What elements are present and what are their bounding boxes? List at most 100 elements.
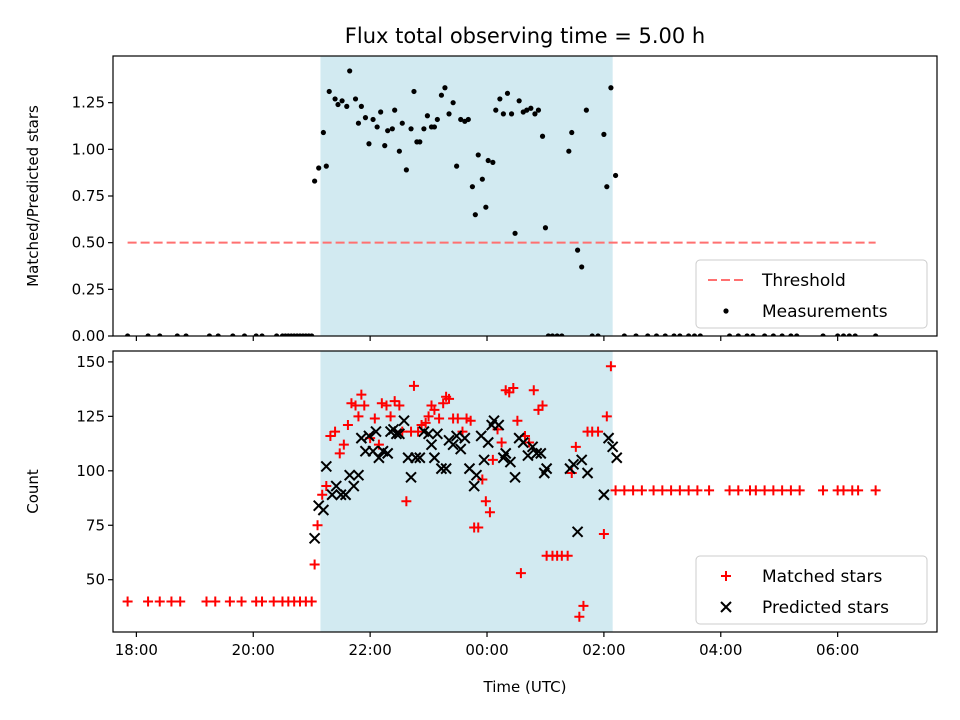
x-tick-label: 02:00 [582, 641, 625, 659]
matched-star-point [484, 507, 495, 518]
predicted-star-point [405, 471, 417, 484]
matched-star-point [325, 430, 336, 441]
matched-star-point [224, 596, 235, 607]
measurement-point [472, 212, 478, 218]
matched-star-point [338, 439, 349, 450]
matched-star-point [768, 485, 779, 496]
predicted-star-point [414, 452, 426, 464]
y-tick-label: 0.75 [72, 187, 105, 205]
measurement-point [545, 333, 551, 336]
ratio-panel: 0.00 0.25 0.50 0.75 1.00 1.25 Matched/Predicte… [24, 55, 938, 345]
measurement-point [408, 126, 414, 132]
predicted-star-point [478, 454, 490, 466]
y-tick-label: 1.00 [72, 140, 105, 158]
matched-star-point [598, 528, 609, 539]
x-tick-label: 18:00 [115, 641, 158, 659]
matched-star-point [537, 400, 548, 411]
measurement-point [846, 333, 852, 336]
measurement-point [335, 101, 341, 108]
matched-star-point [429, 404, 440, 415]
measurement-point [392, 107, 398, 113]
matched-star-point [389, 396, 400, 407]
plot-area [125, 68, 879, 336]
predicted-star-point [606, 441, 619, 453]
measurement-point [157, 333, 163, 336]
matched-star-point [496, 437, 507, 448]
measurement-point [788, 333, 794, 336]
measurement-point [612, 172, 619, 179]
measurement-point [320, 129, 326, 136]
predicted-star-point [435, 462, 448, 475]
measurement-point [750, 333, 756, 336]
predicted-star-point [470, 469, 483, 481]
measurement-point [744, 333, 750, 336]
measurement-point [399, 120, 405, 126]
measurement-point [215, 333, 221, 336]
predicted-star-point [450, 430, 463, 442]
matched-star-point [465, 415, 476, 426]
measurement-point [633, 333, 639, 336]
measurement-point [442, 85, 448, 91]
predicted-star-point [535, 447, 547, 460]
measurement-point [504, 90, 511, 96]
matched-star-point [330, 426, 341, 437]
legend: Threshold Measurements [695, 259, 928, 329]
measurement-point [500, 111, 506, 117]
predicted-star-point [370, 425, 382, 438]
matched-star-point [122, 596, 133, 607]
measurement-point [424, 113, 431, 119]
measurement-point [370, 116, 376, 123]
matched-star-point [143, 596, 154, 607]
predicted-star-point [611, 452, 623, 464]
measurement-point [339, 98, 345, 104]
matched-star-point [704, 485, 715, 496]
matched-star-point [385, 411, 396, 422]
measurement-point [490, 159, 496, 165]
measurement-point [326, 88, 332, 95]
matched-star-point [593, 426, 604, 437]
predicted-star-point [455, 443, 467, 455]
measurement-point [479, 176, 485, 182]
measurement-point [528, 105, 534, 111]
matched-star-point [508, 383, 519, 394]
predicted-star-point [540, 462, 553, 475]
measurement-point [601, 131, 607, 137]
predicted-star-point [393, 428, 406, 440]
predicted-star-point [410, 452, 422, 464]
measurement-point [604, 184, 610, 190]
matched-star-point [334, 448, 345, 459]
predicted-star-point [567, 458, 580, 470]
y-tick-label: 50 [86, 571, 105, 589]
measurement-point [396, 148, 402, 154]
measurement-point [677, 333, 683, 336]
measurement-point [434, 116, 440, 123]
predicted-star-point [335, 489, 347, 501]
matched-star-point [480, 496, 491, 507]
measurement-point [174, 333, 180, 336]
measurement-point [446, 111, 452, 117]
measurement-point [125, 333, 131, 336]
matched-star-point [369, 413, 380, 424]
series-matched-stars [122, 361, 881, 622]
matched-star-point [574, 611, 585, 622]
matched-star-point [610, 485, 621, 496]
predicted-star-point [459, 432, 471, 444]
measurement-point [316, 165, 322, 171]
measurement-point [559, 333, 565, 336]
measurement-point [378, 109, 384, 115]
measurement-point [653, 333, 660, 336]
y-tick-label: 150 [76, 353, 105, 371]
matched-star-point [381, 400, 392, 411]
plot-area [122, 361, 881, 622]
measurement-point [532, 111, 538, 117]
measurement-point [352, 96, 359, 102]
matched-star-point [236, 596, 247, 607]
chart-title: Flux total observing time = 5.00 h [345, 24, 705, 48]
measurement-point [382, 143, 388, 149]
predicted-star-point [602, 432, 615, 444]
measurement-point [852, 333, 858, 336]
measurement-point [312, 178, 318, 184]
count-panel: 50 75 100 125 150 18:00 20:00 22:00 00:00 02:00 04… [24, 350, 938, 696]
measurement-point [686, 333, 692, 336]
